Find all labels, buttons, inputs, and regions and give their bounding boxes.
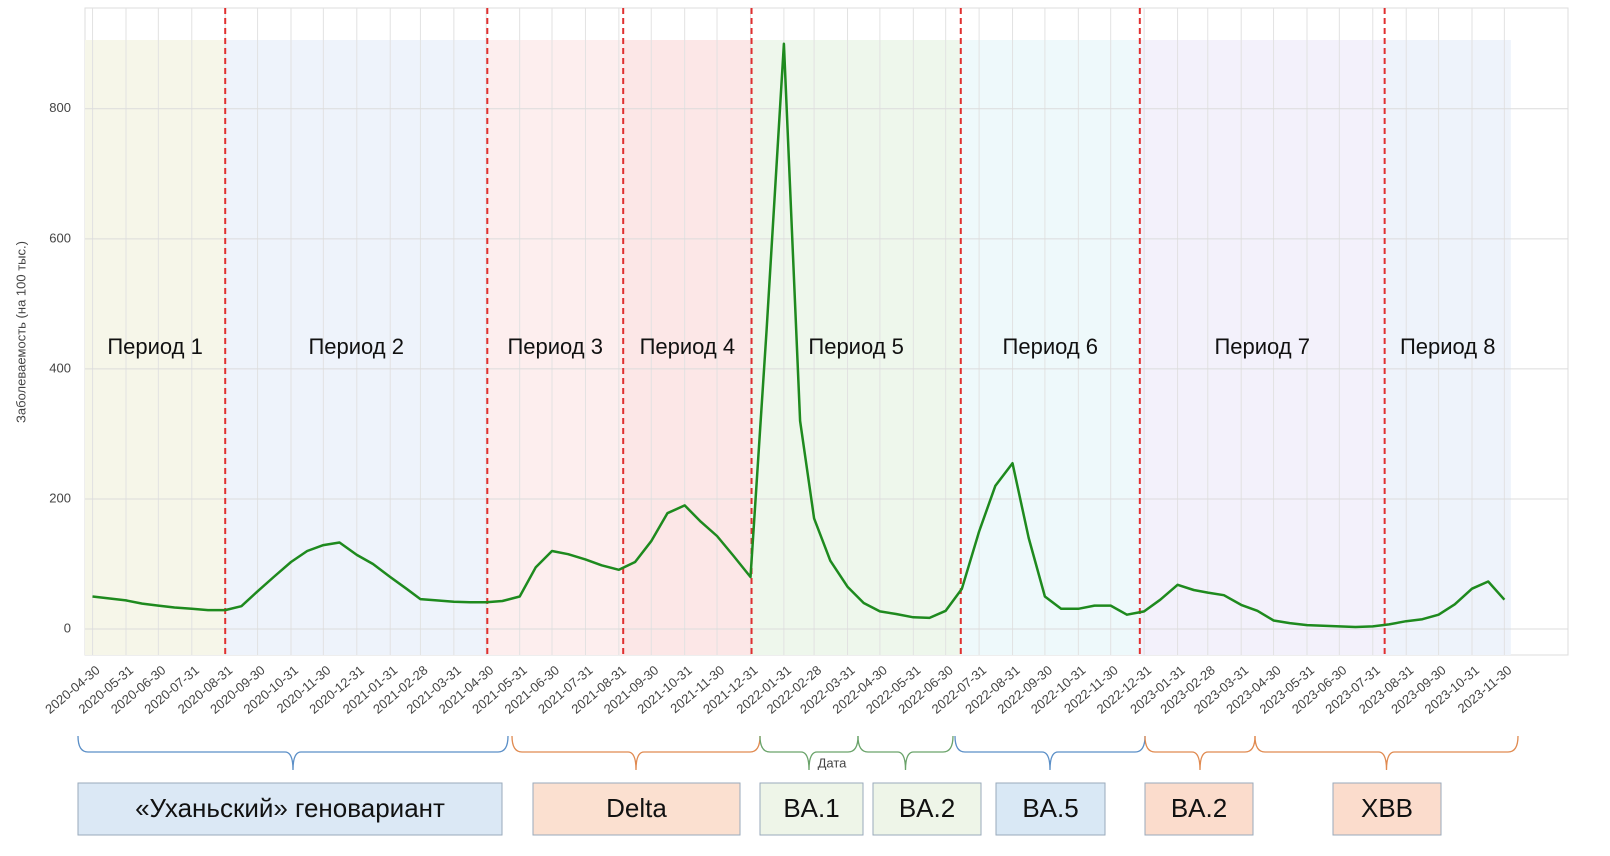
variant-label: BA.2 [899, 793, 955, 823]
brace [77, 735, 509, 771]
period-shade [1384, 40, 1511, 655]
period-label: Период 4 [640, 334, 736, 359]
brace [759, 735, 859, 771]
y-tick-label: 600 [49, 230, 71, 245]
y-tick-label: 800 [49, 100, 71, 115]
period-label: Период 8 [1400, 334, 1496, 359]
period-label: Период 5 [808, 334, 904, 359]
variant-box [77, 782, 503, 836]
period-label: Период 7 [1214, 334, 1310, 359]
brace [1144, 735, 1256, 771]
brace [857, 735, 954, 771]
period-shade [1139, 40, 1385, 655]
variant-label: BA.5 [1022, 793, 1078, 823]
period-label: Период 6 [1003, 334, 1099, 359]
variant-label: Delta [606, 793, 667, 823]
y-axis-label: Заболеваемость (на 100 тыс.) [13, 241, 28, 423]
brace [1254, 735, 1519, 771]
variant-box [1144, 782, 1254, 836]
period-label: Период 3 [507, 334, 603, 359]
period-shade [85, 40, 226, 655]
y-tick-label: 400 [49, 360, 71, 375]
x-axis-label: Дата [818, 755, 848, 770]
period-shade [225, 40, 488, 655]
y-tick-label: 200 [49, 490, 71, 505]
variant-box [532, 782, 741, 836]
variant-box [872, 782, 982, 836]
variant-label: BA.1 [783, 793, 839, 823]
variant-box [759, 782, 864, 836]
variant-label: «Уханьский» геновариант [135, 793, 445, 823]
variant-box [1332, 782, 1442, 836]
line [92, 42, 1506, 629]
period-shade [960, 40, 1140, 655]
period-shade [751, 40, 961, 655]
brace [954, 735, 1146, 771]
variant-box [995, 782, 1106, 836]
y-tick-label: 0 [64, 620, 71, 635]
brace [511, 735, 761, 771]
variant-label: XBB [1361, 793, 1413, 823]
period-label: Период 1 [107, 334, 203, 359]
period-label: Период 2 [308, 334, 404, 359]
variant-label: BA.2 [1171, 793, 1227, 823]
